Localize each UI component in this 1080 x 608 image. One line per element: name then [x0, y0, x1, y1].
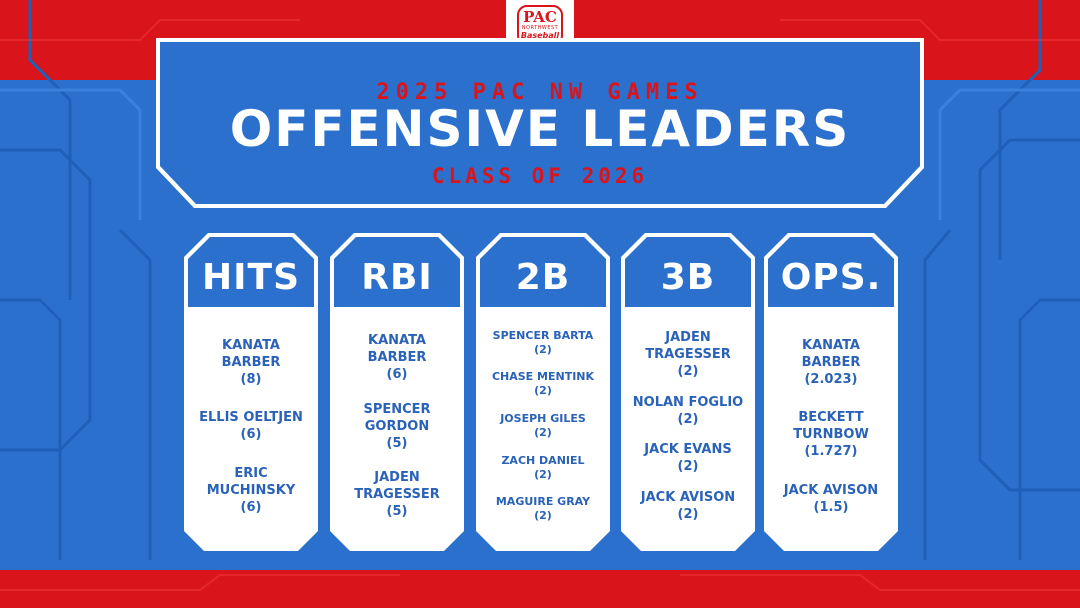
player-name: SPENCER GORDON — [363, 401, 431, 434]
card-entries: JADEN TRAGESSER (2) NOLAN FOGLIO (2) JACK … — [631, 315, 745, 537]
stat-value: (2) — [677, 363, 699, 379]
card-entries: SPENCER BARTA (2) CHASE MENTINK (2) JOSEPH… — [486, 315, 600, 537]
stat-value: (2) — [534, 342, 552, 356]
card-frame — [184, 233, 318, 551]
header-subtitle: CLASS OF 2026 — [431, 164, 649, 188]
stat-value: (6) — [386, 367, 408, 383]
stat-value: (2) — [534, 509, 552, 523]
stat-value: (6) — [240, 427, 262, 442]
leader-entry: ELLIS OELTJEN (6) — [199, 409, 303, 443]
player-name: JADEN TRAGESSER — [645, 329, 731, 362]
card-entries: KANATA BARBER (6) SPENCER GORDON (5) JADEN… — [340, 315, 454, 537]
logo-wordmark: PAC — [523, 8, 557, 26]
stat-value: (2) — [534, 467, 552, 481]
leader-entry: JADEN TRAGESSER (5) — [340, 469, 454, 520]
card-title: 3B — [660, 257, 716, 298]
leader-card-triples: 3B JADEN TRAGESSER (2) NOLAN FOGLIO (2) JA… — [621, 233, 755, 551]
leader-entry: KANATA BARBER (2.023) — [774, 337, 888, 388]
card-entries: KANATA BARBER (8) ELLIS OELTJEN (6) ERIC M… — [194, 315, 308, 537]
card-frame — [476, 233, 610, 551]
card-frame — [330, 233, 464, 551]
leader-entry: ERIC MUCHINSKY (6) — [194, 465, 308, 516]
leader-entry: KANATA BARBER (6) — [340, 332, 454, 383]
leader-entry: JOSEPH GILES (2) — [500, 412, 586, 440]
card-entries: KANATA BARBER (2.023) BECKETT TURNBOW (1.7… — [774, 315, 888, 537]
player-name: JADEN TRAGESSER — [354, 469, 440, 502]
player-name: ZACH DANIEL — [501, 453, 585, 467]
card-title: 2B — [515, 257, 571, 298]
stat-value: (6) — [240, 499, 262, 515]
logo-script: Baseball — [520, 31, 560, 40]
header-kicker: 2025 PAC NW GAMES — [376, 80, 704, 105]
header-panel: 2025 PAC NW GAMES OFFENSIVE LEADERS CLAS… — [156, 38, 924, 208]
player-name: NOLAN FOGLIO — [632, 394, 744, 410]
leader-entry: SPENCER GORDON (5) — [340, 401, 454, 452]
stat-value: (1.5) — [813, 499, 849, 515]
leader-entry: JACK AVISON (1.5) — [784, 482, 878, 516]
leader-entry: BECKETT TURNBOW (1.727) — [774, 409, 888, 460]
leader-card-hits: HITS KANATA BARBER (8) ELLIS OELTJEN (6) E… — [184, 233, 318, 551]
stat-value: (8) — [240, 371, 262, 387]
page-title: OFFENSIVE LEADERS — [229, 100, 851, 158]
player-name: KANATA BARBER — [221, 337, 281, 370]
player-name: JACK AVISON — [783, 482, 879, 498]
stat-value: (1.727) — [804, 444, 858, 459]
player-name: BECKETT TURNBOW — [793, 410, 869, 442]
card-title: OPS. — [780, 257, 882, 298]
stat-value: (2) — [534, 384, 552, 398]
leader-entry: NOLAN FOGLIO (2) — [633, 394, 743, 428]
player-name: SPENCER BARTA — [492, 328, 594, 342]
leader-card-doubles: 2B SPENCER BARTA (2) CHASE MENTINK (2) JOS… — [476, 233, 610, 551]
stat-value: (2) — [677, 459, 699, 475]
card-frame — [764, 233, 898, 551]
leader-card-rbi: RBI KANATA BARBER (6) SPENCER GORDON (5) J… — [330, 233, 464, 551]
leader-entry: KANATA BARBER (8) — [194, 337, 308, 388]
leader-entry: JACK AVISON (2) — [641, 489, 735, 523]
player-name: JACK EVANS — [644, 442, 732, 458]
leader-entry: MAGUIRE GRAY (2) — [496, 495, 590, 523]
leader-entry: JADEN TRAGESSER (2) — [631, 329, 745, 380]
player-name: JOSEPH GILES — [500, 411, 586, 425]
stat-value: (2) — [534, 425, 552, 439]
stat-value: (2) — [677, 507, 699, 523]
player-name: JACK AVISON — [640, 490, 736, 506]
leader-card-ops: OPS. KANATA BARBER (2.023) BECKETT TURNBO… — [764, 233, 898, 551]
logo-subtitle: NORTHWEST — [521, 25, 559, 31]
leader-entry: JACK EVANS (2) — [644, 441, 731, 475]
card-frame — [621, 233, 755, 551]
player-name: KANATA BARBER — [367, 333, 427, 366]
player-name: MAGUIRE GRAY — [495, 495, 591, 509]
leader-entry: SPENCER BARTA (2) — [493, 329, 594, 357]
leader-entry: CHASE MENTINK (2) — [492, 370, 594, 398]
card-title: RBI — [361, 257, 433, 298]
player-name: CHASE MENTINK — [491, 370, 595, 384]
stat-value: (2.023) — [804, 371, 858, 387]
card-title: HITS — [201, 257, 300, 298]
red-bottom-band — [0, 570, 1080, 608]
player-name: ERIC MUCHINSKY — [206, 465, 296, 498]
stat-value: (5) — [386, 435, 408, 451]
player-name: ELLIS OELTJEN — [199, 410, 303, 425]
stat-value: (5) — [386, 503, 408, 519]
leader-entry: ZACH DANIEL (2) — [501, 454, 584, 482]
header-frame — [156, 38, 924, 208]
stat-value: (2) — [677, 411, 699, 427]
player-name: KANATA BARBER — [801, 337, 861, 370]
